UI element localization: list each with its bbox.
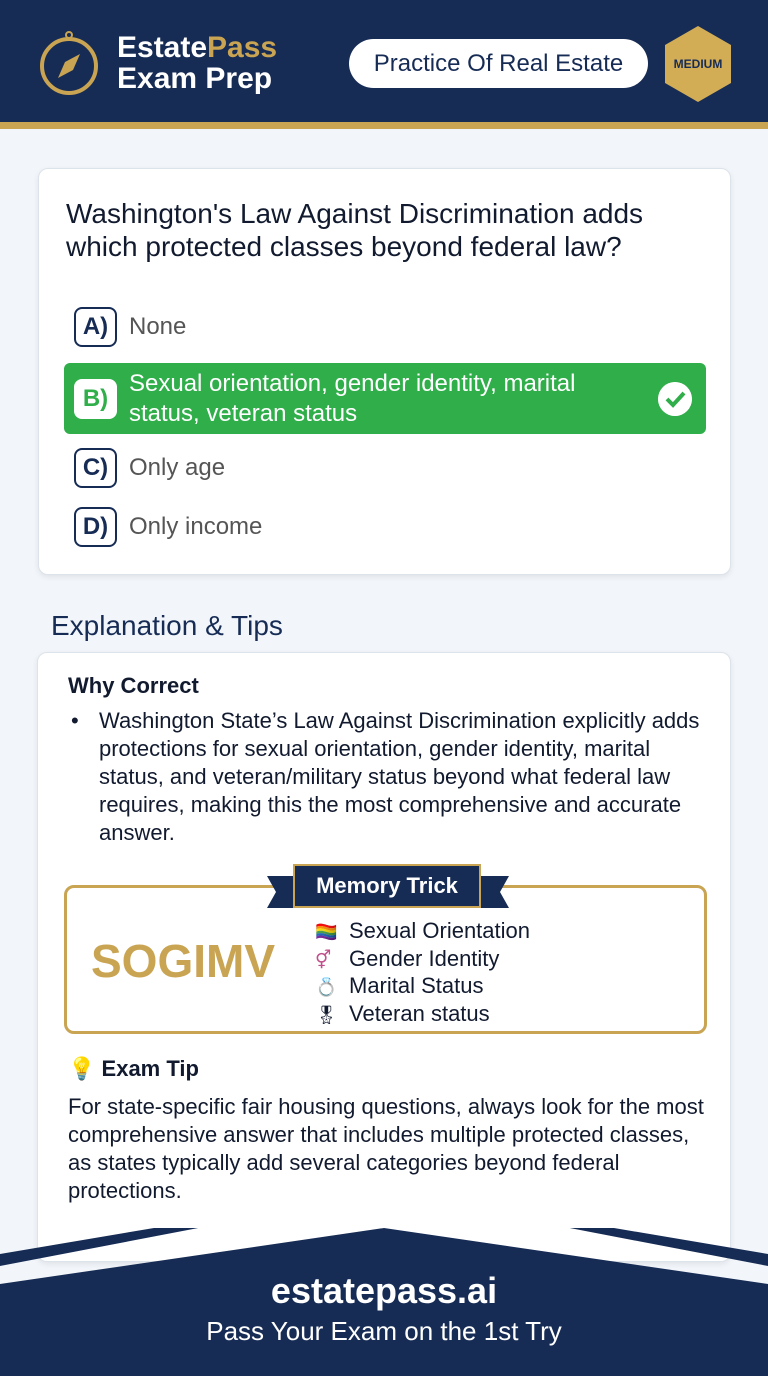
acronym: SOGIMV <box>91 935 276 987</box>
lightbulb-icon: 💡 <box>68 1056 96 1081</box>
brand-logo: EstatePass Exam Prep <box>117 31 278 95</box>
memory-trick-box: Memory Trick SOGIMV 🏳️‍🌈 Sexual Orientati… <box>64 864 707 1034</box>
memory-item: 🎖 Veteran status <box>315 1001 530 1029</box>
question-card: Washington's Law Against Discrimination … <box>38 168 731 575</box>
header: EstatePass Exam Prep Practice Of Real Est… <box>0 0 768 122</box>
why-correct-text: Washington State’s Law Against Discrimin… <box>71 707 719 847</box>
check-icon <box>658 382 692 416</box>
option-b-correct[interactable]: B) Sexual orientation, gender identity, m… <box>64 363 706 434</box>
category-pill: Practice Of Real Estate <box>349 39 648 88</box>
option-c[interactable]: C) Only age <box>64 448 706 488</box>
option-text: Sexual orientation, gender identity, mar… <box>129 369 576 427</box>
memory-item: ⚥ Gender Identity <box>315 946 530 974</box>
memory-list: 🏳️‍🌈 Sexual Orientation ⚥ Gender Identity … <box>315 918 530 1028</box>
question-text: Washington's Law Against Discrimination … <box>66 198 644 262</box>
exam-tip-text: For state-specific fair housing question… <box>68 1094 704 1203</box>
explanation-card: Why Correct Washington State’s Law Again… <box>37 652 731 1262</box>
explanation-heading: Explanation & Tips <box>51 610 283 641</box>
memory-item: 💍 Marital Status <box>315 973 530 1001</box>
gold-divider <box>0 122 768 129</box>
difficulty-badge: MEDIUM <box>665 26 731 102</box>
rainbow-flag-icon: 🏳️‍🌈 <box>315 922 338 942</box>
gender-symbol-icon: ⚥ <box>315 949 332 970</box>
footer-banner <box>0 1228 768 1376</box>
footer-tagline: Pass Your Exam on the 1st Try <box>206 1316 562 1346</box>
ribbon-tail-right <box>479 876 509 908</box>
option-d[interactable]: D) Only income <box>64 507 706 547</box>
option-letter: A) <box>74 307 117 347</box>
option-a[interactable]: A) None <box>64 307 706 347</box>
option-text: Only age <box>129 454 226 481</box>
rings-icon: 💍 <box>315 977 338 997</box>
option-letter: C) <box>74 448 117 488</box>
memory-item: 🏳️‍🌈 Sexual Orientation <box>315 918 530 946</box>
footer-site[interactable]: estatepass.ai <box>270 1270 498 1311</box>
memory-trick-title: Memory Trick <box>293 864 481 908</box>
option-text: Only income <box>129 513 263 540</box>
compass-icon <box>40 31 98 95</box>
option-letter: B) <box>74 378 117 419</box>
option-letter: D) <box>74 507 117 547</box>
exam-tip-title: 💡 Exam Tip <box>68 1056 199 1081</box>
option-text: None <box>129 313 187 340</box>
medal-icon: 🎖 <box>315 1004 338 1025</box>
why-correct-title: Why Correct <box>68 673 199 698</box>
